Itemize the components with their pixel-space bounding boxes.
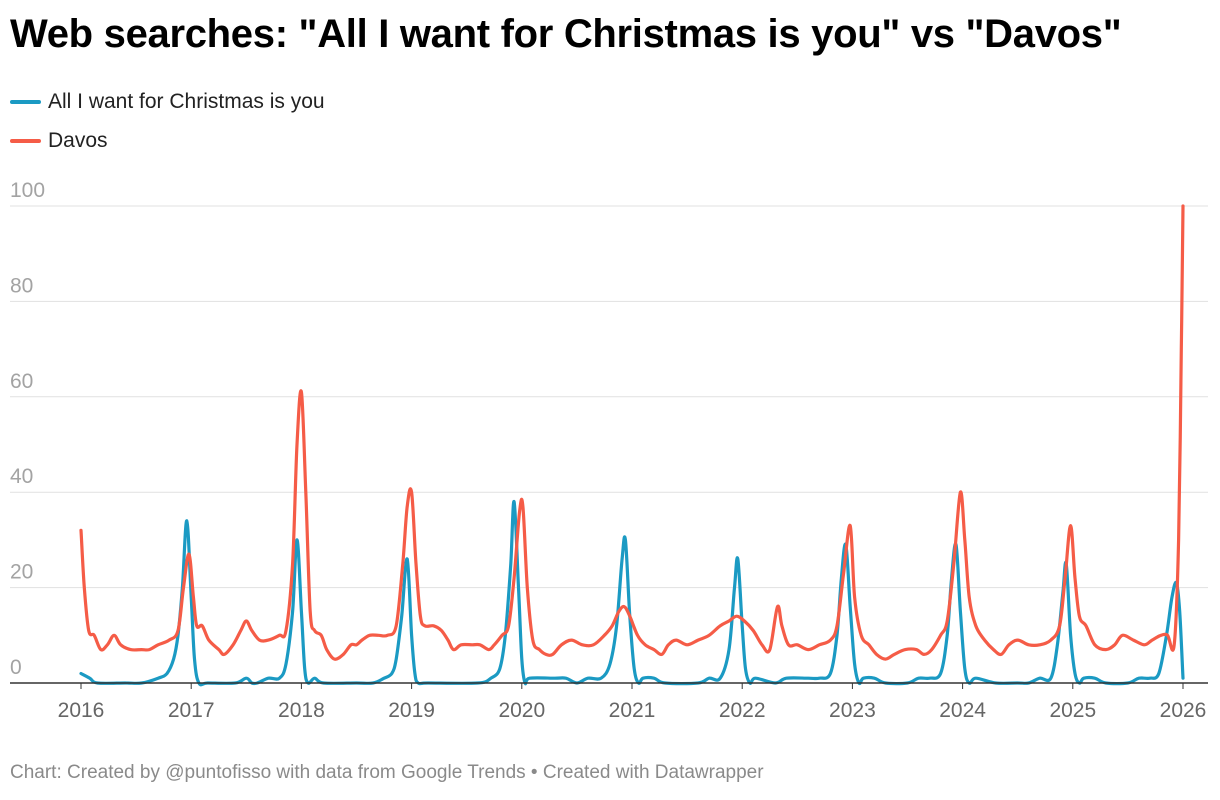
y-axis-tick-labels: 0 20 40 60 80 100 (10, 179, 45, 679)
x-tick-label: 2024 (939, 699, 986, 722)
y-tick-label: 80 (10, 274, 33, 297)
y-tick-label: 20 (10, 561, 33, 584)
series-lines (79, 204, 1185, 687)
x-tick-label: 2021 (609, 699, 656, 722)
legend-item-davos: Davos (10, 121, 325, 160)
x-tick-label: 2023 (829, 699, 876, 722)
legend-swatch-christmas (10, 99, 41, 104)
x-tick-label: 2019 (388, 699, 435, 722)
line-chart: 0 20 40 60 80 100 2016 2017 2018 2019 2020 2021 202… (10, 179, 1208, 722)
y-tick-label: 0 (10, 656, 22, 679)
legend-swatch-davos (10, 138, 41, 143)
y-tick-label: 60 (10, 370, 33, 393)
source-note: Chart: Created by @puntofisso with data … (10, 762, 764, 783)
legend-item-christmas: All I want for Christmas is you (10, 82, 325, 121)
y-tick-label: 40 (10, 465, 33, 488)
x-axis-tick-labels: 2016 2017 2018 2019 2020 2021 2022 2023 2024 2025… (58, 683, 1207, 722)
series-line-davos (79, 204, 1185, 661)
legend: All I want for Christmas is you Davos (10, 82, 325, 160)
gridlines (10, 205, 1208, 589)
series-line-christmas (79, 500, 1185, 687)
x-tick-label: 2016 (58, 699, 105, 722)
x-tick-label: 2026 (1160, 699, 1207, 722)
x-tick-label: 2022 (719, 699, 766, 722)
legend-label-christmas: All I want for Christmas is you (48, 89, 325, 113)
y-tick-label: 100 (10, 179, 45, 202)
x-tick-label: 2017 (168, 699, 215, 722)
x-tick-label: 2018 (278, 699, 325, 722)
legend-label-davos: Davos (48, 128, 108, 152)
x-tick-label: 2025 (1049, 699, 1096, 722)
chart-title: Web searches: "All I want for Christmas … (10, 12, 1122, 56)
x-tick-label: 2020 (498, 699, 545, 722)
